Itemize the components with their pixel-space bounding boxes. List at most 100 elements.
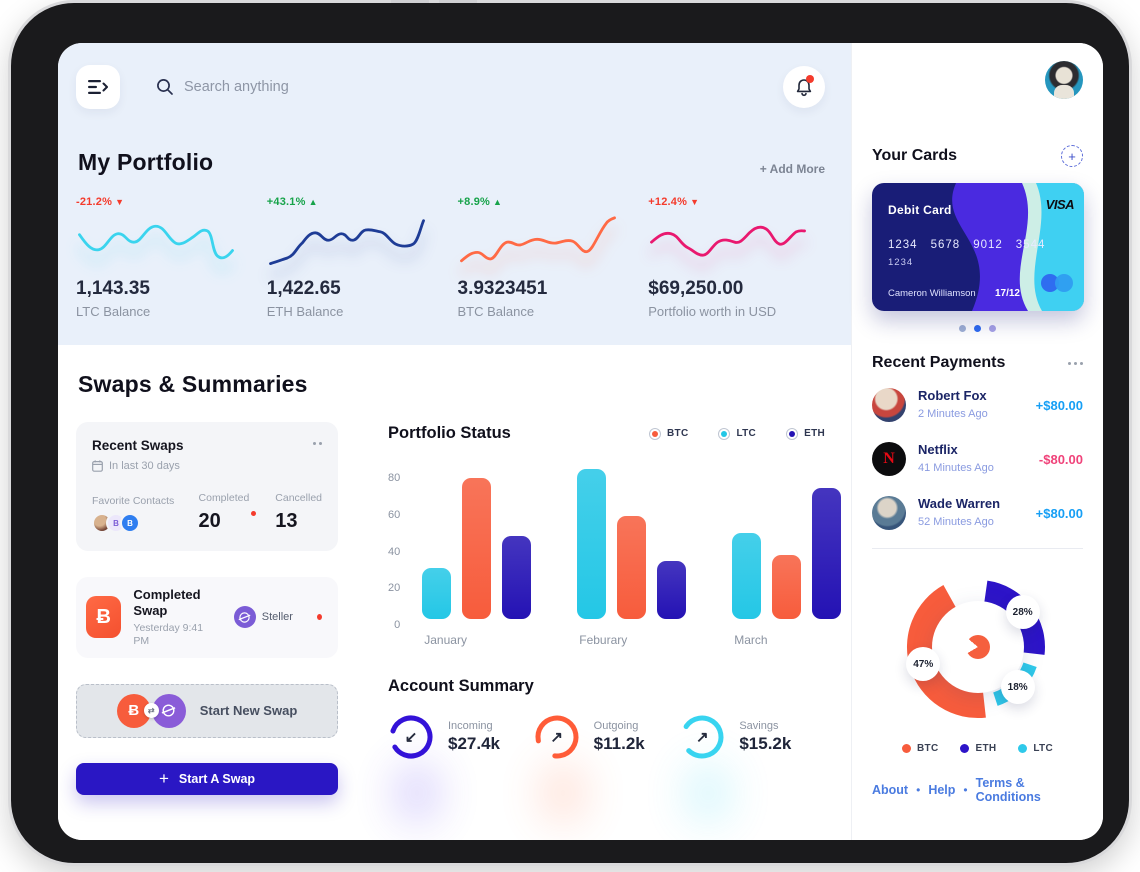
balance-card-ltc[interactable]: -21.2% ▼ 1,143.35 LTC Balance [76,196,253,319]
legend-item-eth[interactable]: ETH [786,427,825,440]
more-icon[interactable] [313,438,322,449]
cancelled-label: Cancelled [275,492,322,504]
app-screen: My Portfolio + Add More -21.2%▼ 1,143.35… [58,43,1103,840]
bar-eth[interactable] [502,536,532,619]
partner-name: Steller [261,611,293,624]
bar-eth[interactable] [812,488,842,619]
favorites-label: Favorite Contacts [92,495,175,507]
usd-sparkline [650,225,807,257]
cancelled-value: 13 [275,510,298,532]
summary-value: $15.2k [739,734,792,753]
summary-label: Incoming [448,720,493,732]
legend-dot-icon [786,427,799,440]
right-sidebar: Your Cards + Debit Card VISA 1234 5678 901… [851,43,1103,840]
ltc-sparkline [78,224,234,260]
debit-card[interactable]: Debit Card VISA 1234 5678 9012 3544 1234 Ca… [872,183,1084,311]
card-number: 1234 5678 9012 3544 [888,239,1046,251]
page-title: My Portfolio [78,149,214,175]
topbar [76,65,825,109]
payment-row[interactable]: N Netflix 41 Minutes Ago -$80.00 [872,432,1083,486]
bar-eth[interactable] [657,561,687,619]
change-badge: -21.2% ▼ [76,196,125,208]
balance-label: Portfolio worth in USD [648,304,777,319]
donut-legend-item-btc[interactable]: BTC [902,743,938,754]
bar-yaxis: 80 60 40 20 0 [388,469,404,631]
payment-row[interactable]: Wade Warren 52 Minutes Ago +$80.00 [872,486,1083,540]
payment-row[interactable]: Robert Fox 2 Minutes Ago +$80.00 [872,378,1083,432]
add-card-icon[interactable]: + [1061,145,1083,167]
triangle-down-icon: ▼ [690,197,700,207]
balance-card-eth[interactable]: +43.1% ▲ 1,422.65 ETH Balance [267,196,444,319]
balance-label: ETH Balance [266,304,344,319]
your-cards-title: Your Cards [872,147,958,164]
footer-link-about[interactable]: About [872,783,909,797]
donut-legend-item-ltc[interactable]: LTC [1018,743,1053,754]
footer-links: About • Help • Terms & Conditions [872,776,1083,804]
legend-item-ltc[interactable]: LTC [718,427,756,440]
y-tick-label: 20 [388,582,401,595]
payee-avatar [872,388,906,422]
bar-ltc[interactable] [577,469,607,619]
balance-value: $69,250.00 [648,278,744,299]
start-a-swap-button[interactable]: + Start A Swap [76,762,338,795]
page-dot[interactable] [959,325,966,332]
donut-legend-item-eth[interactable]: ETH [960,743,996,754]
chart-column: Portfolio Status BTC LTC ETH 80 60 40 20 0 Jan… [382,422,842,838]
portfolio-status-title: Portfolio Status [388,424,511,442]
completed-swap-card[interactable]: Ƀ Completed Swap Yesterday 9:41 PM Stell… [76,577,338,658]
donut-legend: BTC ETH LTC [872,743,1083,754]
incoming-ring: ↙ [388,714,434,760]
summary-incoming: ↙ Incoming $27.4k [382,714,534,838]
account-summary-title: Account Summary [388,677,534,695]
bar-btc[interactable] [462,478,492,619]
more-icon[interactable] [1068,358,1083,369]
bar-group-march: March [732,469,842,647]
summary-label: Outgoing [593,720,639,732]
start-new-swap-button[interactable]: Ƀ ⇄ Start New Swap [76,683,338,738]
x-tick-label: January [424,633,467,647]
balance-value: 1,422.65 [266,278,341,299]
notification-badge [806,75,814,83]
summary-savings: ↗ Savings $15.2k [673,714,825,838]
legend-item-btc[interactable]: BTC [649,427,688,440]
change-badge: +43.1% ▲ [266,196,318,208]
payee-name: Robert Fox [918,388,987,404]
contact-avatar[interactable]: B [120,513,140,533]
bar-btc[interactable] [617,516,647,619]
payment-time: 41 Minutes Ago [918,462,994,475]
bar-ltc[interactable] [732,533,762,619]
notifications-button[interactable] [783,66,825,108]
savings-ring: ↗ [679,714,725,760]
legend-label: BTC [917,743,939,754]
page-dot-active[interactable] [974,325,981,332]
start-new-swap-label: Start New Swap [199,703,298,719]
balance-card-btc[interactable]: +8.9% ▲ 3.9323451 BTC Balance [458,196,635,319]
completed-swap-time: Yesterday 9:41 PM [133,621,204,647]
bar-ltc[interactable] [422,568,452,619]
card-expiry: 17/12 [994,288,1020,299]
balance-card-usd[interactable]: +12.4% ▼ $69,250.00 Portfolio worth in US… [648,196,825,319]
bar-btc[interactable] [772,555,802,619]
y-tick-label: 80 [388,472,401,484]
calendar-icon [92,460,103,472]
bar-groups: January Feburary March [422,469,842,647]
card-pagination [872,325,1083,332]
recent-payments-title: Recent Payments [872,354,1006,371]
user-avatar[interactable] [1045,61,1083,99]
balance-cards-row: -21.2% ▼ 1,143.35 LTC Balance +43.1% ▲ 1,4… [76,196,825,319]
sidebar-toggle-button[interactable] [76,65,120,109]
btc-sparkline [459,216,616,263]
hamburger-icon [88,80,108,94]
summary-label: Savings [739,720,779,732]
portfolio-section: My Portfolio + Add More -21.2%▼ 1,143.35… [58,43,851,345]
page-dot[interactable] [989,325,996,332]
payment-amount: +$80.00 [1035,505,1083,521]
footer-link-help[interactable]: Help [928,783,956,797]
arrow-up-right-icon: ↗ [550,729,563,746]
search-input[interactable] [184,79,464,95]
add-more-button[interactable]: + Add More [759,162,825,176]
card-number-line2: 1234 [888,257,914,268]
donut-percentage-ltc: 18% [1000,670,1035,705]
footer-link-terms-conditions[interactable]: Terms & Conditions [975,776,1041,804]
completed-swap-title: Completed Swap [133,587,201,619]
